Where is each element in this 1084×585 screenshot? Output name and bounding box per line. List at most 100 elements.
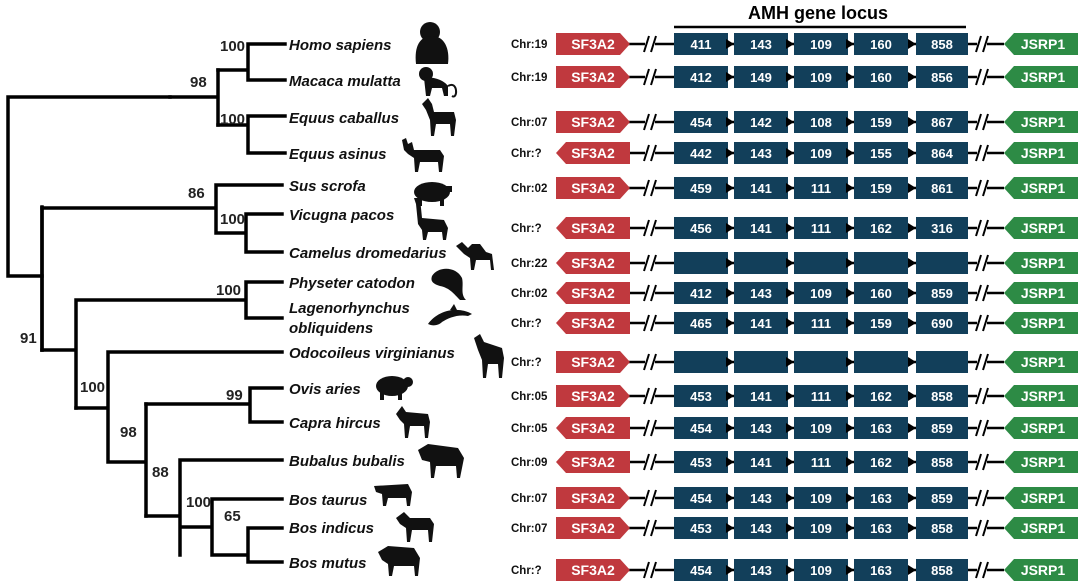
- animal-silhouettes: [374, 22, 504, 576]
- exon-box: [734, 177, 788, 199]
- sf3a2-gene-label: SF3A2: [571, 315, 615, 331]
- jsrp1-gene-box: [1004, 282, 1078, 304]
- axis-break-gap: [977, 425, 987, 431]
- exon-length-label: 858: [931, 563, 953, 578]
- sf3a2-gene-label: SF3A2: [571, 490, 615, 506]
- axis-break-mark: [650, 144, 657, 162]
- exon-length-label: 454: [690, 115, 712, 130]
- exon-box: [734, 252, 788, 274]
- axis-break-mark: [643, 219, 650, 237]
- horse-icon: [422, 98, 456, 136]
- arrowhead-icon: [726, 288, 734, 298]
- arrowhead-icon: [786, 493, 794, 503]
- exon-box: [674, 217, 728, 239]
- species-name: Odocoileus virginianus: [289, 345, 455, 362]
- axis-break-mark: [650, 353, 657, 371]
- axis-break-mark: [975, 387, 982, 405]
- exon-length-label: 109: [810, 70, 832, 85]
- axis-break-gap: [645, 185, 655, 191]
- arrowhead-icon: [786, 117, 794, 127]
- species-name: Bos indicus: [289, 520, 374, 537]
- axis-break-gap: [645, 393, 655, 399]
- sf3a2-gene-label: SF3A2: [571, 562, 615, 578]
- axis-break-gap: [977, 320, 987, 326]
- axis-break-mark: [982, 254, 989, 272]
- axis-break-mark: [643, 113, 650, 131]
- bootstrap-label: 100: [186, 494, 211, 511]
- jsrp1-gene-box: [1004, 517, 1078, 539]
- exon-length-label: 411: [691, 37, 712, 52]
- axis-break-gap: [977, 185, 987, 191]
- bootstrap-label: 100: [220, 111, 245, 128]
- species-name-line2: obliquidens: [289, 320, 373, 337]
- arrowhead-icon: [846, 223, 854, 233]
- tree-node-cetaceans: [40, 280, 284, 410]
- exon-box: [916, 312, 968, 334]
- exon-length-label: 856: [931, 70, 953, 85]
- sf3a2-gene-box: [556, 282, 630, 304]
- exon-length-label: 143: [750, 563, 772, 578]
- exon-box: [854, 33, 908, 55]
- axis-break-gap: [645, 525, 655, 531]
- arrowhead-icon: [846, 357, 854, 367]
- axis-break-gap: [645, 495, 655, 501]
- exon-box: [794, 487, 848, 509]
- axis-break-mark: [982, 179, 989, 197]
- axis-break-mark: [650, 113, 657, 131]
- arrowhead-icon: [846, 117, 854, 127]
- axis-break-gap: [645, 225, 655, 231]
- exon-box: [794, 142, 848, 164]
- tree-node-ruminants: [74, 350, 284, 518]
- exon-box: [916, 351, 968, 373]
- exon-box: [674, 312, 728, 334]
- exon-box: [794, 351, 848, 373]
- chromosome-label: Chr:22: [511, 258, 547, 270]
- axis-break-gap: [645, 320, 655, 326]
- axis-break-gap: [645, 290, 655, 296]
- exon-box: [916, 517, 968, 539]
- exon-length-label: 163: [870, 521, 892, 536]
- jsrp1-gene-label: JSRP1: [1021, 69, 1066, 85]
- exon-box: [794, 385, 848, 407]
- arrowhead-icon: [786, 39, 794, 49]
- axis-break-gap: [645, 41, 655, 47]
- axis-break-mark: [650, 453, 657, 471]
- sf3a2-gene-label: SF3A2: [571, 145, 615, 161]
- species-name: Vicugna pacos: [289, 207, 394, 224]
- gorilla-icon: [415, 22, 449, 64]
- sf3a2-gene-box: [556, 451, 630, 473]
- axis-break-mark: [650, 284, 657, 302]
- axis-break-mark: [982, 35, 989, 53]
- bootstrap-label: 98: [190, 74, 207, 91]
- arrowhead-icon: [846, 391, 854, 401]
- zebu-icon: [396, 512, 434, 542]
- exon-box: [734, 312, 788, 334]
- bootstrap-label: 99: [226, 387, 243, 404]
- sf3a2-gene-label: SF3A2: [571, 180, 615, 196]
- locus-row: Chr:? SF3A2 454 143 109 163 858 JSRP1: [511, 559, 1078, 581]
- axis-break-gap: [977, 225, 987, 231]
- exon-length-label: 109: [810, 37, 832, 52]
- exon-box: [674, 417, 728, 439]
- exon-box: [854, 282, 908, 304]
- exon-box: [674, 451, 728, 473]
- tree-node-caprini: [144, 386, 284, 424]
- exon-box: [854, 351, 908, 373]
- arrowhead-icon: [846, 565, 854, 575]
- jsrp1-gene-box: [1004, 559, 1078, 581]
- exon-length-label: 858: [931, 389, 953, 404]
- axis-break-mark: [975, 353, 982, 371]
- exon-box: [794, 252, 848, 274]
- locus-row: Chr:22 SF3A2 JSRP1: [511, 252, 1078, 274]
- axis-break-mark: [975, 179, 982, 197]
- sf3a2-gene-label: SF3A2: [571, 114, 615, 130]
- exon-length-label: 864: [931, 146, 953, 161]
- axis-break-gap: [645, 74, 655, 80]
- jsrp1-gene-label: JSRP1: [1021, 180, 1066, 196]
- jsrp1-gene-box: [1004, 252, 1078, 274]
- arrowhead-icon: [846, 39, 854, 49]
- axis-break-mark: [643, 453, 650, 471]
- axis-break-mark: [975, 284, 982, 302]
- exon-length-label: 163: [870, 563, 892, 578]
- arrowhead-icon: [786, 357, 794, 367]
